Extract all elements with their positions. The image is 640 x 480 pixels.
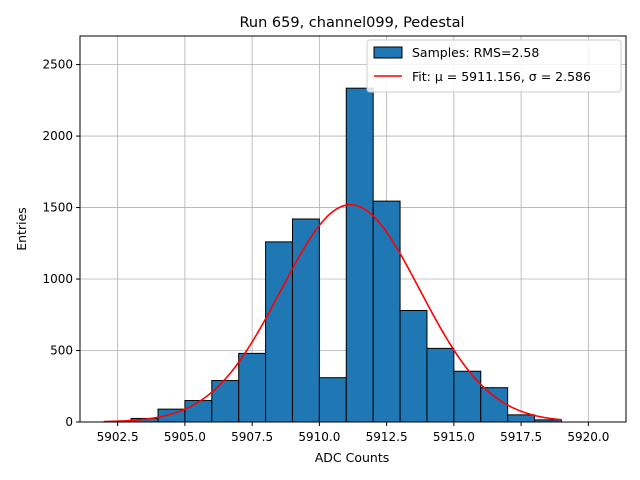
y-tick-label: 0 <box>65 415 73 429</box>
histogram-bar <box>426 347 455 423</box>
x-axis-ticks: 5902.5 5905.0 5907.5 5910.0 5912.5 5915.0 5917… <box>97 422 609 444</box>
histogram-bar <box>211 380 240 423</box>
chart-title: Run 659, channel099, Pedestal <box>239 15 464 31</box>
legend: Samples: RMS=2.58 Fit: μ = 5911.156, σ =… <box>366 39 622 93</box>
x-tick-label: 5902.5 <box>97 430 139 444</box>
y-tick-label: 500 <box>50 344 73 358</box>
histogram-bar <box>291 218 320 423</box>
histogram-bar <box>372 200 401 423</box>
legend-swatch-samples <box>373 46 403 59</box>
x-tick-label: 5915.0 <box>433 430 475 444</box>
histogram-bar <box>265 241 293 423</box>
x-tick-label: 5917.5 <box>500 430 542 444</box>
histogram-bar <box>318 377 347 423</box>
gaussian-fit-curve <box>104 203 562 423</box>
legend-box <box>366 39 622 93</box>
x-tick-label: 5920.0 <box>567 430 609 444</box>
x-tick-label: 5912.5 <box>366 430 408 444</box>
histogram-bar <box>507 414 536 423</box>
histogram-bar <box>399 309 428 423</box>
x-tick-label: 5907.5 <box>231 430 273 444</box>
histogram-bar <box>184 400 213 423</box>
legend-label-fit: Fit: μ = 5911.156, σ = 2.586 <box>412 69 591 84</box>
histogram-bar <box>238 352 267 423</box>
x-tick-label: 5910.0 <box>298 430 340 444</box>
histogram-bars <box>103 87 562 423</box>
histogram-bar <box>453 370 482 423</box>
x-tick-label: 5905.0 <box>164 430 206 444</box>
y-axis-ticks: 0 500 1000 1500 2000 2500 <box>42 58 80 429</box>
histogram-bar <box>345 87 374 423</box>
y-tick-label: 1500 <box>42 201 73 215</box>
histogram-bar <box>480 387 509 423</box>
legend-label-samples: Samples: RMS=2.58 <box>412 45 539 60</box>
x-axis-label: ADC Counts <box>315 450 390 465</box>
fit-curve-layer <box>104 203 562 423</box>
plot-frame <box>79 35 627 423</box>
y-tick-label: 1000 <box>42 272 73 286</box>
y-tick-label: 2500 <box>42 58 73 72</box>
y-axis-label: Entries <box>14 207 29 251</box>
y-tick-label: 2000 <box>42 129 73 143</box>
